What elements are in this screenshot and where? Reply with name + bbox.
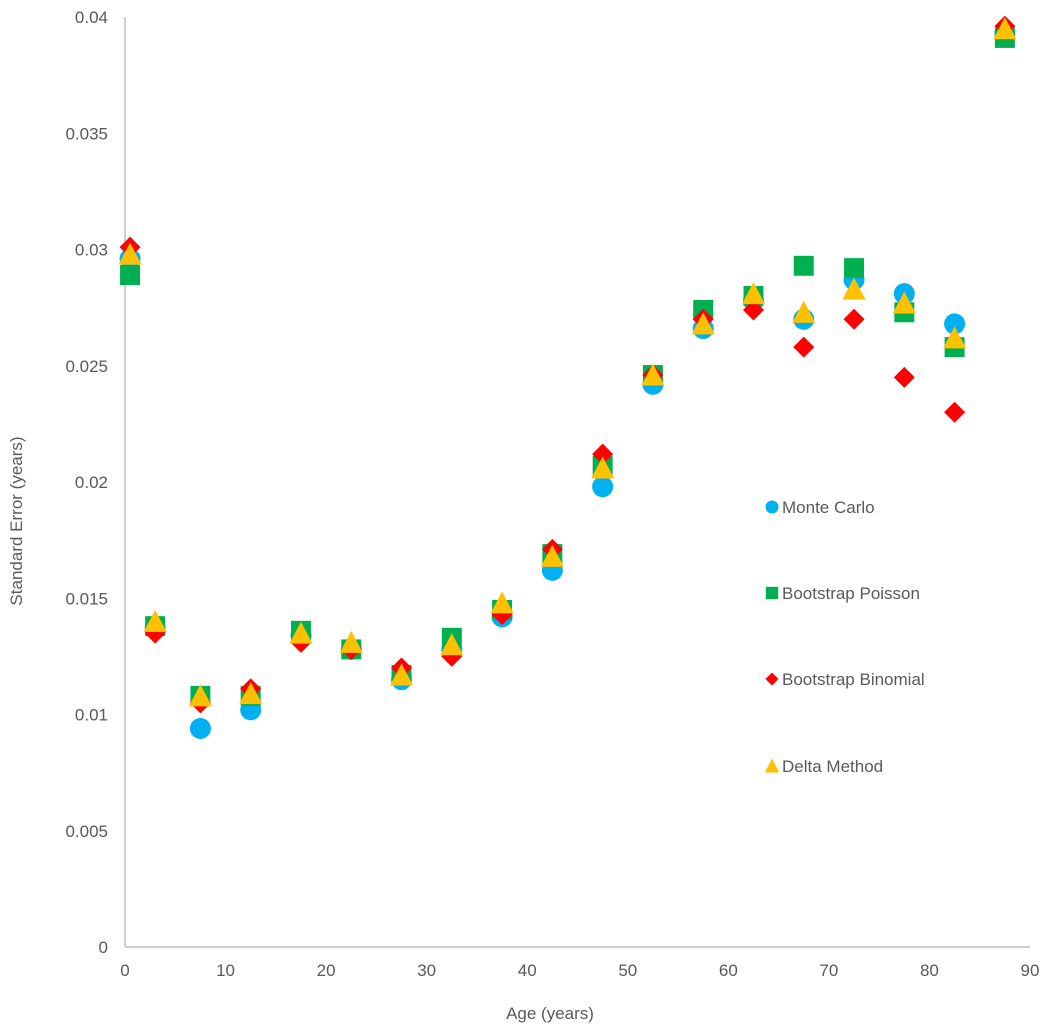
triangle-point	[143, 610, 167, 632]
triangle-point	[490, 591, 514, 614]
legend-triangle-marker	[764, 758, 780, 773]
y-tick-label: 0.035	[65, 124, 108, 143]
legend-diamond-marker	[765, 672, 779, 686]
x-tick-label: 0	[120, 961, 129, 980]
diamond-point	[893, 366, 915, 388]
legend-item: Bootstrap Binomial	[765, 670, 925, 689]
triangle-point	[943, 326, 967, 349]
y-tick-label: 0.02	[75, 473, 108, 492]
data-points	[118, 15, 1017, 739]
y-tick-label: 0.04	[75, 8, 108, 27]
triangle-point	[239, 682, 263, 705]
y-tick-label: 0.015	[65, 589, 108, 608]
legend-item: Monte Carlo	[765, 498, 875, 517]
diamond-point	[944, 401, 966, 423]
triangle-point	[289, 621, 313, 644]
series-delta-method	[118, 17, 1017, 707]
triangle-point	[641, 363, 665, 386]
diamond-point	[843, 308, 865, 330]
y-tick-label: 0.005	[65, 822, 108, 841]
y-tick-label: 0.03	[75, 241, 108, 260]
triangle-point	[792, 300, 816, 323]
triangle-point	[540, 544, 564, 567]
triangle-point	[591, 456, 615, 479]
circle-point	[189, 717, 211, 739]
diamond-point	[592, 443, 614, 465]
x-tick-label: 60	[719, 961, 738, 980]
x-tick-label: 70	[819, 961, 838, 980]
x-tick-label: 10	[216, 961, 235, 980]
legend-label: Delta Method	[782, 757, 883, 776]
triangle-point	[339, 630, 363, 653]
series-bootstrap-poisson	[120, 27, 1015, 706]
series-monte-carlo	[119, 22, 1016, 739]
circle-point	[944, 313, 966, 335]
y-tick-label: 0	[99, 938, 108, 957]
legend-label: Bootstrap Poisson	[782, 584, 920, 603]
x-tick-label: 20	[317, 961, 336, 980]
square-point	[120, 265, 141, 286]
x-tick-label: 30	[417, 961, 436, 980]
diamond-point	[742, 299, 764, 321]
legend-circle-marker	[765, 500, 779, 514]
legend-label: Bootstrap Binomial	[782, 670, 925, 689]
triangle-point	[440, 633, 464, 656]
square-point	[844, 258, 865, 279]
legend-square-marker	[765, 586, 779, 600]
legend-label: Monte Carlo	[782, 498, 875, 517]
y-tick-label: 0.025	[65, 357, 108, 376]
x-axis-title: Age (years)	[506, 1004, 594, 1023]
x-tick-label: 90	[1021, 961, 1040, 980]
legend-item: Delta Method	[764, 757, 883, 776]
x-tick-labels: 0 10 20 30 40 50 60 70 80 90	[120, 961, 1039, 980]
triangle-point	[691, 312, 715, 335]
diamond-point	[793, 336, 815, 358]
x-tick-label: 40	[518, 961, 537, 980]
circle-point	[592, 476, 614, 498]
y-tick-labels: 0 0.005 0.01 0.015 0.02 0.025 0.03 0.035 0.04	[65, 8, 108, 957]
triangle-point	[118, 242, 142, 265]
legend: Monte Carlo Bootstrap Poisson Bootstrap Bi…	[764, 498, 925, 776]
triangle-point	[741, 282, 766, 305]
series-bootstrap-binomial	[119, 15, 1016, 714]
square-point	[793, 255, 814, 276]
triangle-point	[993, 17, 1017, 40]
y-tick-label: 0.01	[75, 706, 108, 725]
triangle-point	[389, 663, 414, 686]
triangle-point	[842, 277, 866, 300]
triangle-point	[892, 291, 916, 314]
x-tick-label: 80	[920, 961, 939, 980]
x-tick-label: 50	[618, 961, 637, 980]
y-axis-title: Standard Error (years)	[7, 436, 26, 605]
legend-item: Bootstrap Poisson	[765, 584, 920, 603]
triangle-point	[188, 684, 212, 707]
